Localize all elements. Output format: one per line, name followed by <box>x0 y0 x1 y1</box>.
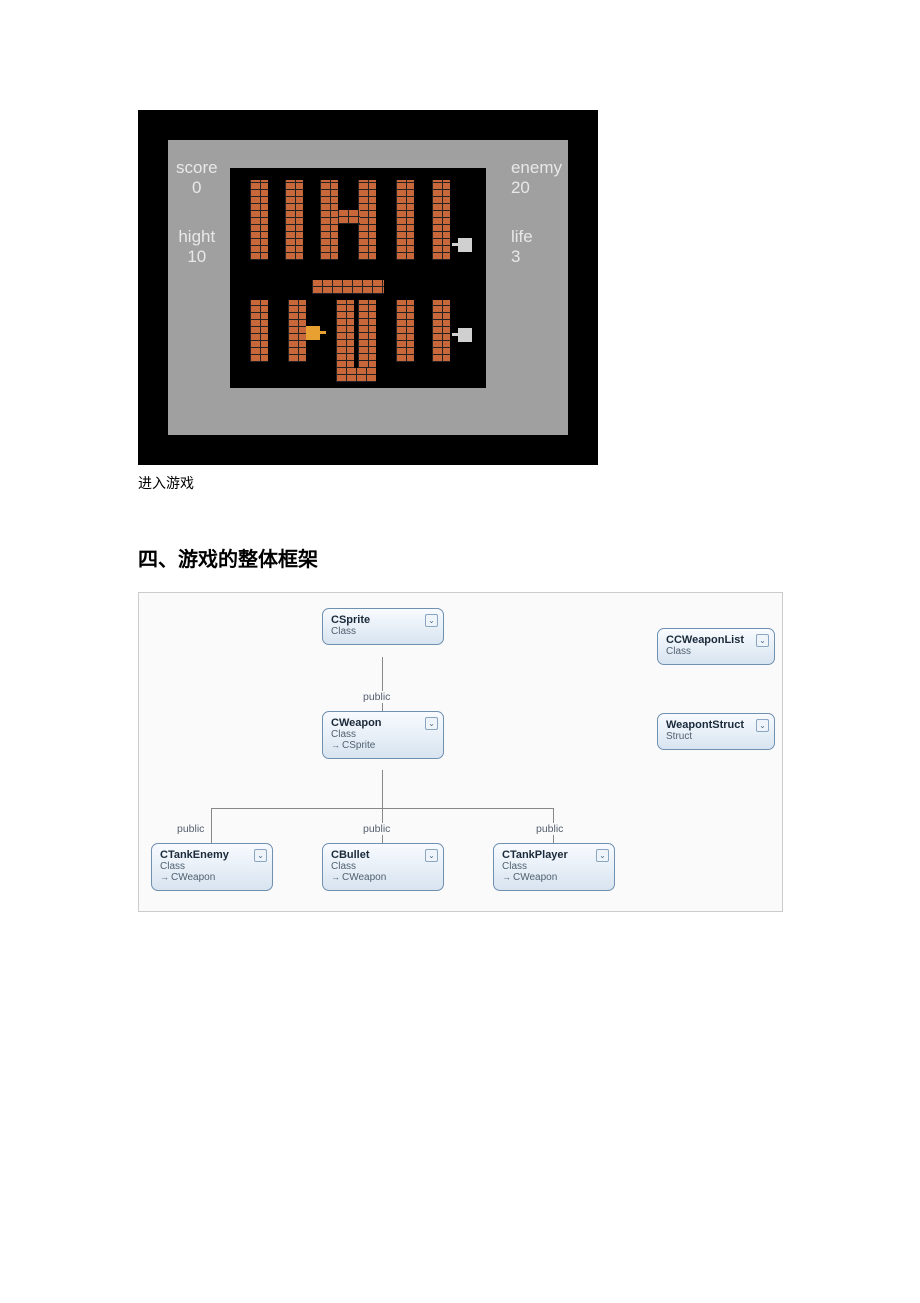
access-label: public <box>361 823 392 835</box>
hud-enemy: enemy 20 <box>511 158 562 199</box>
brick <box>358 300 376 368</box>
inheritance-line <box>211 808 553 809</box>
hud-score: score 0 <box>176 158 218 199</box>
brick <box>250 180 268 260</box>
class-inherits: →CSprite <box>331 740 435 751</box>
enemy-label: enemy <box>511 158 562 178</box>
brick <box>312 280 384 294</box>
class-box-cbullet[interactable]: CBulletClass→CWeapon ⌄ <box>322 843 444 891</box>
life-value: 3 <box>511 247 562 267</box>
chevron-down-icon[interactable]: ⌄ <box>425 717 438 730</box>
class-box-ctankenemy[interactable]: CTankEnemyClass→CWeapon ⌄ <box>151 843 273 891</box>
access-label: public <box>534 823 565 835</box>
enemy-tank-icon <box>458 238 472 252</box>
class-title: CSprite <box>331 614 435 626</box>
brick <box>396 300 414 362</box>
game-screenshot: score 0 hight 10 enemy 20 life 3 <box>138 110 598 465</box>
class-box-weapontstruct[interactable]: WeapontStructStruct⌄ <box>657 713 775 750</box>
section-heading: 四、游戏的整体框架 <box>138 543 782 572</box>
inheritance-line <box>211 808 212 843</box>
brick <box>320 180 338 260</box>
brick <box>432 300 450 362</box>
brick <box>358 180 376 260</box>
class-type: Struct <box>666 731 766 742</box>
class-type: Class <box>331 861 435 872</box>
class-inherits: →CWeapon <box>331 872 435 883</box>
class-type: Class <box>331 729 435 740</box>
class-box-ctankplayer[interactable]: CTankPlayerClass→CWeapon ⌄ <box>493 843 615 891</box>
hight-value: 10 <box>176 247 218 267</box>
chevron-down-icon[interactable]: ⌄ <box>425 849 438 862</box>
chevron-down-icon[interactable]: ⌄ <box>756 719 769 732</box>
class-type: Class <box>160 861 264 872</box>
hud-left: score 0 hight 10 <box>176 158 218 296</box>
brick <box>285 180 303 260</box>
class-title: CTankEnemy <box>160 849 264 861</box>
class-inherits: →CWeapon <box>502 872 606 883</box>
chevron-down-icon[interactable]: ⌄ <box>756 634 769 647</box>
class-box-csprite[interactable]: CSpriteClass⌄ <box>322 608 444 645</box>
chevron-down-icon[interactable]: ⌄ <box>596 849 609 862</box>
game-caption: 进入游戏 <box>138 473 782 493</box>
score-value: 0 <box>176 178 218 198</box>
class-title: CTankPlayer <box>502 849 606 861</box>
access-label: public <box>361 691 392 703</box>
chevron-down-icon[interactable]: ⌄ <box>254 849 267 862</box>
hud-right: enemy 20 life 3 <box>511 158 562 296</box>
brick <box>336 368 376 382</box>
score-label: score <box>176 158 218 178</box>
class-box-ccweaponlist[interactable]: CCWeaponListClass⌄ <box>657 628 775 665</box>
enemy-value: 20 <box>511 178 562 198</box>
brick <box>336 300 354 368</box>
brick <box>432 180 450 260</box>
inheritance-arrow-icon <box>376 760 388 770</box>
life-label: life <box>511 227 562 247</box>
player-tank-icon <box>306 326 320 340</box>
class-box-cweapon[interactable]: CWeaponClass→CSprite ⌄ <box>322 711 444 759</box>
class-type: Class <box>502 861 606 872</box>
class-inherits: →CWeapon <box>160 872 264 883</box>
class-diagram: publicpublicpublicpublicCSpriteClass⌄CWe… <box>138 592 783 912</box>
brick <box>250 300 268 362</box>
enemy-tank-icon <box>458 328 472 342</box>
game-inner-area: score 0 hight 10 enemy 20 life 3 <box>168 140 568 435</box>
class-title: CCWeaponList <box>666 634 766 646</box>
hud-life: life 3 <box>511 227 562 268</box>
hight-label: hight <box>176 227 218 247</box>
class-title: CBullet <box>331 849 435 861</box>
brick <box>396 180 414 260</box>
inheritance-arrow-icon <box>376 647 388 657</box>
brick <box>338 210 360 224</box>
class-type: Class <box>331 626 435 637</box>
class-type: Class <box>666 646 766 657</box>
chevron-down-icon[interactable]: ⌄ <box>425 614 438 627</box>
hud-hight: hight 10 <box>176 227 218 268</box>
class-title: WeapontStruct <box>666 719 766 731</box>
brick <box>288 300 306 362</box>
access-label: public <box>175 823 206 835</box>
class-title: CWeapon <box>331 717 435 729</box>
playfield <box>230 168 486 388</box>
